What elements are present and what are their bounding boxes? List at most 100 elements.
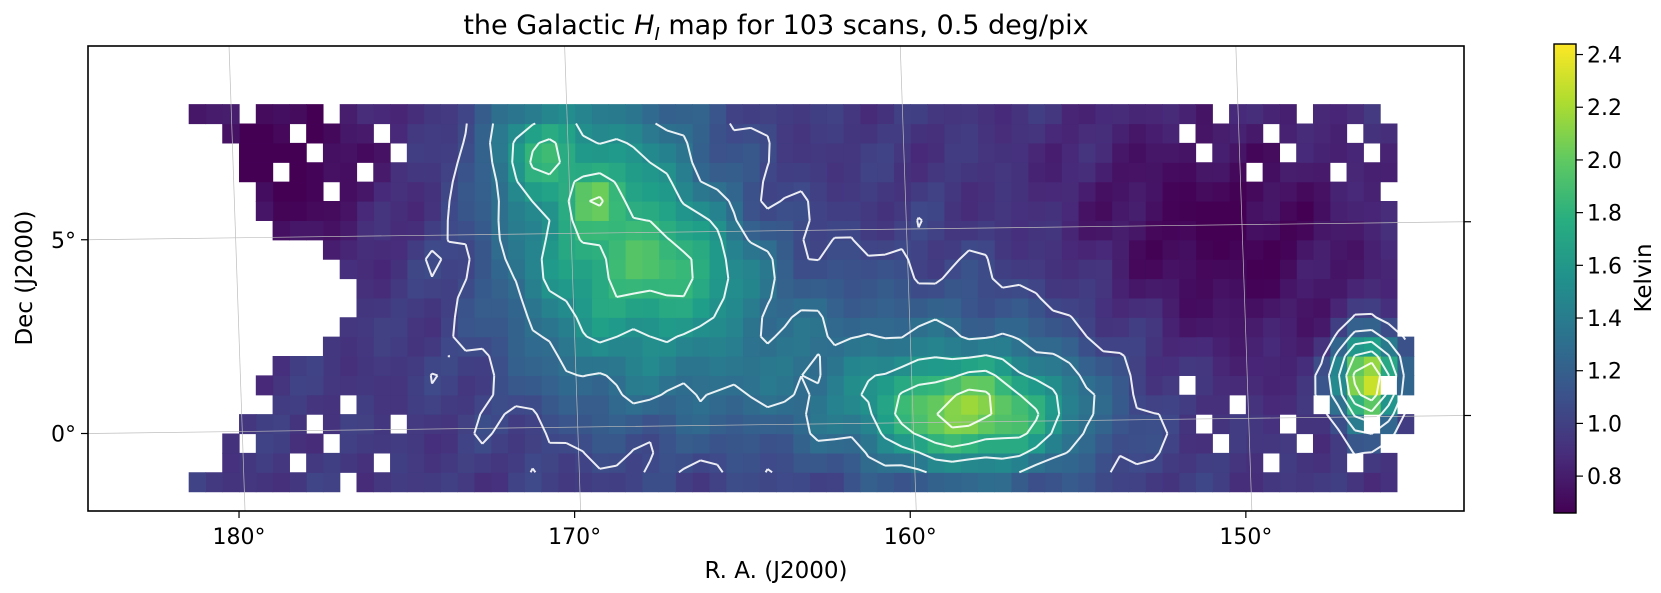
heatmap-cell (1044, 239, 1062, 260)
heatmap-cell (1346, 297, 1364, 318)
heatmap-cell (1296, 452, 1314, 473)
heatmap-cell (960, 472, 978, 493)
heatmap-cell (1195, 317, 1213, 338)
heatmap-cell (1279, 104, 1297, 125)
heatmap-cell (557, 123, 576, 144)
heatmap-cell (373, 278, 391, 299)
heatmap-cell (776, 394, 794, 415)
heatmap-cell (406, 104, 425, 125)
heatmap-cell (541, 336, 559, 357)
heatmap-cell (608, 220, 626, 241)
heatmap-cell (977, 104, 995, 125)
heatmap-cell (457, 356, 475, 376)
heatmap-cell (490, 123, 509, 144)
heatmap-cell (440, 220, 458, 241)
heatmap-cell (624, 220, 643, 241)
heatmap-cell (490, 394, 509, 415)
heatmap-cell (1094, 104, 1113, 125)
heatmap-cell (910, 181, 928, 202)
heatmap-cell (373, 220, 391, 241)
heatmap-cell (1380, 336, 1398, 357)
heatmap-cell (255, 472, 274, 493)
heatmap-cell (356, 278, 374, 299)
heatmap-cell (490, 104, 509, 125)
heatmap-cell (541, 394, 559, 415)
heatmap-cell (826, 278, 844, 299)
heatmap-cell (893, 336, 911, 357)
heatmap-cell (1346, 356, 1364, 376)
heatmap-cell (1329, 297, 1348, 318)
heatmap-cell (742, 375, 760, 396)
heatmap-cell (390, 452, 408, 473)
heatmap-cell (490, 278, 509, 299)
heatmap-cell (1296, 356, 1314, 376)
heatmap-cell (1178, 239, 1197, 260)
heatmap-cell (373, 239, 391, 260)
heatmap-cell (1312, 201, 1331, 221)
heatmap-cell (457, 201, 475, 221)
heatmap-cell (826, 220, 844, 241)
heatmap-cell (406, 336, 425, 357)
heatmap-cell (239, 162, 257, 183)
heatmap-cell (557, 472, 576, 493)
chart-title: the Galactic HI map for 103 scans, 0.5 d… (463, 10, 1088, 45)
heatmap-cell (1195, 239, 1213, 260)
heatmap-cell (1212, 123, 1230, 144)
heatmap-cell (1145, 336, 1163, 357)
heatmap-cell (1346, 201, 1364, 221)
heatmap-cell (339, 162, 358, 183)
heatmap-cell (1212, 297, 1230, 318)
heatmap-cell (1329, 239, 1348, 260)
heatmap-cell (1312, 181, 1331, 202)
heatmap-cell (1363, 472, 1381, 493)
heatmap-cell (1380, 220, 1398, 241)
heatmap-cell (1212, 239, 1230, 260)
heatmap-cell (1229, 123, 1247, 144)
heatmap-cell (692, 104, 710, 125)
heatmap-cell (557, 278, 576, 299)
heatmap-cell (490, 142, 509, 163)
heatmap-cell (1279, 433, 1297, 454)
heatmap-cell (708, 162, 727, 183)
heatmap-cell (1027, 297, 1046, 318)
heatmap-cell (1262, 433, 1281, 454)
heatmap-cell (960, 394, 978, 415)
heatmap-cell (1178, 472, 1197, 493)
heatmap-cell (776, 278, 794, 299)
heatmap-cell (1044, 375, 1062, 396)
heatmap-cell (1078, 181, 1096, 202)
heatmap-cell (809, 181, 827, 202)
heatmap-cell (675, 162, 693, 183)
heatmap-cell (1111, 239, 1129, 260)
heatmap-cell (977, 472, 995, 493)
heatmap-cell (272, 472, 290, 493)
heatmap-cell (423, 220, 441, 241)
heatmap-cell (272, 414, 290, 435)
heatmap-cell (1111, 375, 1129, 396)
heatmap-cell (1078, 433, 1096, 454)
heatmap-cell (725, 142, 744, 163)
heatmap-cell (1296, 317, 1314, 338)
heatmap-cell (1262, 375, 1281, 396)
heatmap-cell (507, 239, 525, 260)
heatmap-cell (1010, 375, 1029, 396)
heatmap-cell (692, 317, 710, 338)
heatmap-cell (591, 317, 609, 338)
heatmap-cell (1178, 259, 1197, 280)
heatmap-cell (1128, 394, 1146, 415)
heatmap-cell (188, 104, 207, 125)
heatmap-cell (1010, 356, 1029, 376)
heatmap-cell (255, 123, 274, 144)
ra-grid-line (228, 46, 246, 511)
heatmap-cell (1078, 239, 1096, 260)
heatmap-cell (1145, 104, 1163, 125)
heatmap-cell (809, 317, 827, 338)
heatmap-cell (1329, 375, 1348, 396)
heatmap-cell (406, 356, 425, 376)
heatmap-cell (272, 394, 290, 415)
heatmap-cell (440, 181, 458, 202)
heatmap-cell (725, 201, 744, 221)
heatmap-cell (289, 104, 307, 125)
heatmap-cell (356, 317, 374, 338)
ra-grid-line (564, 46, 581, 511)
